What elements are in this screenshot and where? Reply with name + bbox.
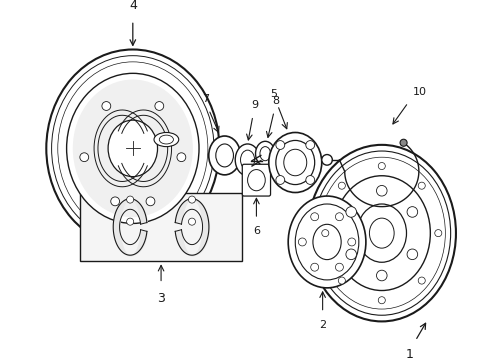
Ellipse shape	[268, 132, 321, 193]
Circle shape	[345, 249, 356, 260]
Ellipse shape	[283, 149, 306, 176]
Circle shape	[102, 102, 110, 111]
Circle shape	[126, 196, 133, 203]
Circle shape	[417, 277, 425, 284]
Ellipse shape	[260, 147, 270, 161]
Ellipse shape	[154, 132, 178, 147]
Text: 6: 6	[252, 226, 260, 236]
Ellipse shape	[66, 73, 199, 224]
Circle shape	[338, 277, 345, 284]
Circle shape	[146, 197, 155, 206]
Ellipse shape	[356, 204, 406, 262]
Circle shape	[321, 230, 328, 237]
Circle shape	[110, 197, 120, 206]
Circle shape	[155, 102, 163, 111]
Ellipse shape	[275, 140, 314, 185]
Circle shape	[338, 182, 345, 189]
Circle shape	[126, 218, 133, 225]
Circle shape	[376, 185, 386, 196]
Circle shape	[378, 162, 385, 170]
Bar	[80, 193, 242, 261]
Ellipse shape	[255, 141, 274, 166]
Circle shape	[406, 207, 417, 217]
Ellipse shape	[46, 49, 219, 247]
Circle shape	[275, 176, 284, 184]
FancyBboxPatch shape	[242, 164, 270, 196]
Ellipse shape	[235, 144, 260, 176]
Circle shape	[378, 297, 385, 304]
Ellipse shape	[287, 196, 365, 288]
Circle shape	[298, 238, 305, 246]
Circle shape	[417, 182, 425, 189]
Ellipse shape	[58, 62, 207, 235]
Ellipse shape	[240, 150, 254, 170]
Ellipse shape	[332, 176, 429, 291]
Text: 9: 9	[250, 100, 258, 111]
Circle shape	[376, 270, 386, 281]
Circle shape	[335, 213, 343, 221]
Circle shape	[188, 218, 195, 225]
Circle shape	[177, 153, 185, 162]
Circle shape	[321, 154, 332, 165]
Text: 5: 5	[270, 89, 277, 99]
Text: 3: 3	[157, 292, 164, 305]
Circle shape	[335, 263, 343, 271]
Ellipse shape	[312, 151, 450, 315]
Circle shape	[434, 230, 441, 237]
Ellipse shape	[312, 224, 341, 260]
Ellipse shape	[159, 135, 173, 144]
Circle shape	[399, 139, 407, 146]
Circle shape	[347, 238, 355, 246]
Ellipse shape	[307, 145, 455, 321]
Ellipse shape	[247, 170, 264, 191]
Ellipse shape	[108, 120, 157, 177]
Circle shape	[310, 263, 318, 271]
Text: 10: 10	[412, 87, 426, 97]
Ellipse shape	[73, 80, 192, 217]
Ellipse shape	[208, 136, 240, 175]
Circle shape	[406, 249, 417, 260]
Text: 7: 7	[201, 94, 208, 104]
Text: 8: 8	[272, 96, 279, 106]
Circle shape	[305, 176, 314, 184]
Text: 1: 1	[405, 348, 413, 360]
Text: 4: 4	[129, 0, 137, 12]
Circle shape	[188, 196, 195, 203]
Ellipse shape	[295, 204, 358, 280]
Circle shape	[80, 153, 88, 162]
Text: 2: 2	[318, 320, 325, 330]
Circle shape	[345, 207, 356, 217]
Circle shape	[275, 141, 284, 149]
Ellipse shape	[318, 157, 445, 309]
Circle shape	[305, 141, 314, 149]
Circle shape	[310, 213, 318, 221]
Ellipse shape	[215, 144, 233, 167]
Ellipse shape	[52, 56, 214, 241]
Ellipse shape	[368, 218, 393, 248]
